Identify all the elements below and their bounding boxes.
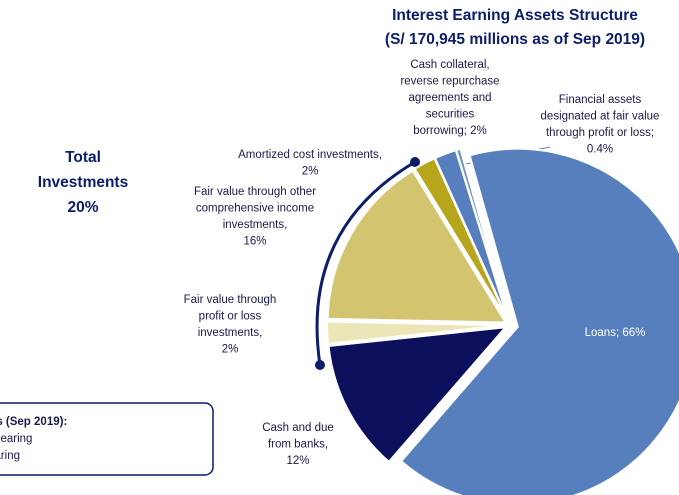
slice-label: 12%	[286, 455, 309, 467]
legend-box	[0, 402, 214, 476]
chart-title: (S/ 170,945 millions as of Sep 2019)	[385, 31, 645, 48]
slice-label: through profit or loss;	[546, 127, 654, 139]
box-text: est bearing	[0, 433, 32, 445]
pie-slice	[399, 147, 679, 495]
slice-label: Cash and due	[262, 422, 334, 434]
slice-label: investments,	[223, 219, 288, 231]
bracket-dot	[410, 157, 420, 167]
pie-slice	[326, 320, 506, 345]
slice-label: agreements and	[408, 92, 491, 104]
slice-label: 2%	[302, 166, 319, 178]
pie-slice	[454, 147, 510, 321]
slice-label: Fair value through other	[194, 186, 316, 198]
slice-label: Amortized cost investments,	[238, 149, 382, 161]
slice-label: 2%	[222, 344, 239, 356]
slice-label: reverse repurchase	[400, 76, 499, 88]
box-text: earing	[0, 450, 20, 462]
slice-label: from banks,	[268, 439, 328, 451]
slice-label: comprehensive income	[196, 203, 314, 215]
slice-label: 16%	[243, 236, 266, 248]
chart-title: Interest Earning Assets Structure	[392, 7, 638, 24]
slice-label: borrowing; 2%	[413, 125, 487, 137]
bracket	[315, 160, 416, 366]
pie-slice	[327, 326, 508, 464]
slice-label: Cash collateral,	[410, 59, 489, 71]
slice-label: 0.4%	[587, 144, 613, 156]
slice-label: designated at fair value	[541, 111, 660, 123]
slice-label: Loans; 66%	[585, 327, 646, 339]
bracket-dot	[315, 360, 325, 370]
annotation: Total	[65, 149, 101, 166]
annotation: 20%	[67, 199, 98, 216]
box-text: from banks (Sep 2019):	[0, 416, 67, 428]
slice-label: investments,	[198, 327, 263, 339]
pie-slice	[326, 169, 508, 324]
annotation: Investments	[38, 174, 128, 191]
slice-label: securities	[426, 109, 475, 121]
slice-label: Financial assets	[559, 94, 642, 106]
slice-label: profit or loss	[199, 311, 262, 323]
slice-label: Fair value through	[184, 294, 277, 306]
